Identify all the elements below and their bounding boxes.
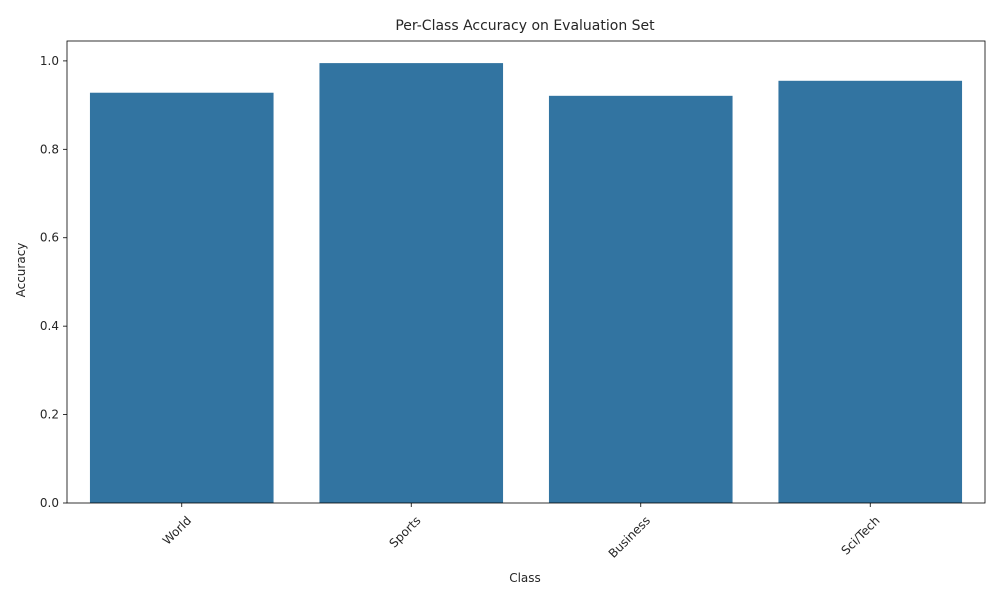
bar-sports xyxy=(319,63,504,504)
y-tick-label: 1.0 xyxy=(40,54,59,68)
x-axis-ticks: World Sports Business Sci/Tech xyxy=(160,503,883,561)
x-tick-label: Sci/Tech xyxy=(838,513,882,557)
y-tick-label: 0.0 xyxy=(40,496,59,510)
bar-business xyxy=(548,95,733,504)
y-axis-label: Accuracy xyxy=(14,243,28,298)
x-tick-label: Business xyxy=(606,513,653,560)
bars-group xyxy=(89,63,963,504)
x-tick-label: Sports xyxy=(386,513,423,550)
bar-sci-tech xyxy=(778,80,963,503)
bar-world xyxy=(89,92,274,503)
y-tick-label: 0.8 xyxy=(40,142,59,156)
y-tick-label: 0.4 xyxy=(40,319,59,333)
chart-title: Per-Class Accuracy on Evaluation Set xyxy=(395,18,655,34)
y-tick-label: 0.6 xyxy=(40,231,59,245)
x-tick-label: World xyxy=(160,513,194,547)
x-axis-label: Class xyxy=(509,571,541,585)
y-axis-ticks: 0.0 0.2 0.4 0.6 0.8 1.0 xyxy=(40,54,67,510)
y-tick-label: 0.2 xyxy=(40,408,59,422)
plot-frame xyxy=(66,40,986,504)
